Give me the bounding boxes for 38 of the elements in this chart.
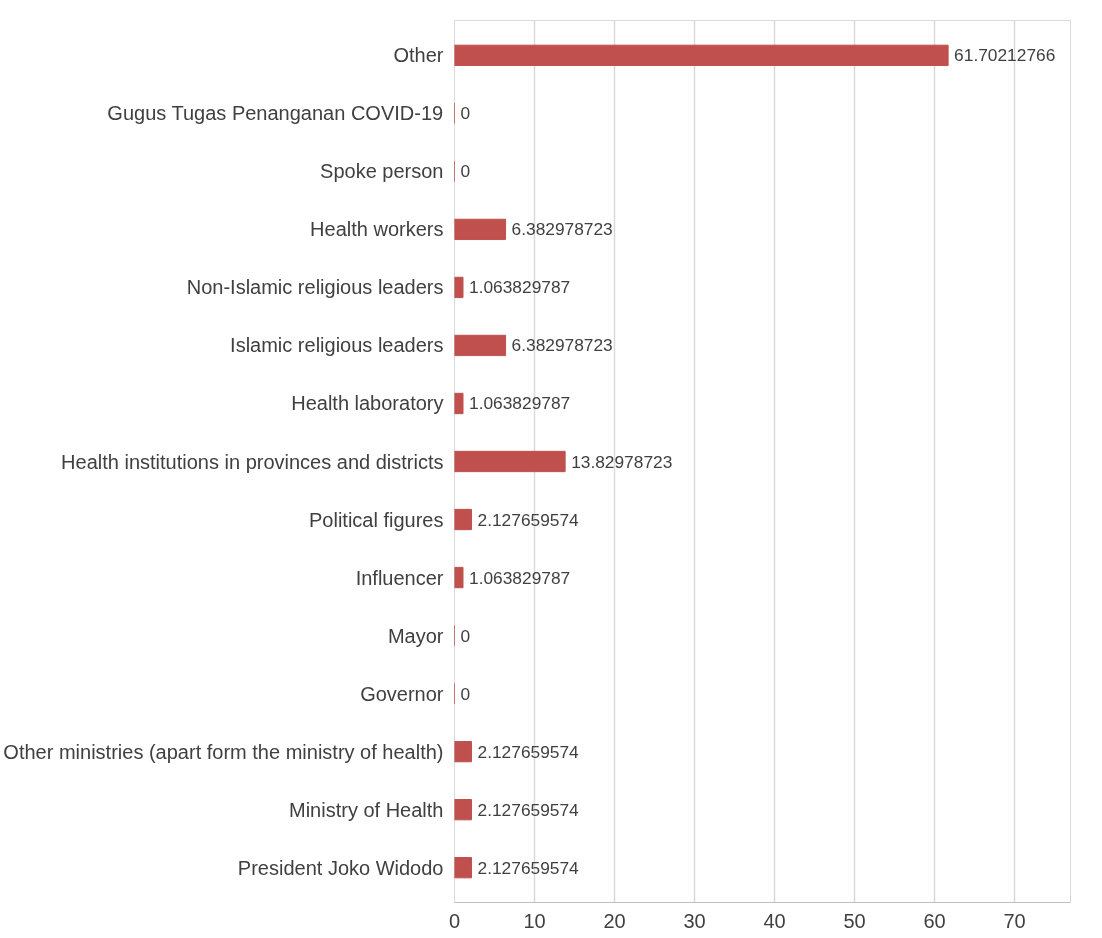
y-tick-label: Political figures (309, 508, 444, 531)
x-tick-label: 70 (1003, 909, 1026, 932)
data-label: 1.063829787 (469, 393, 571, 414)
data-label: 6.382978723 (511, 335, 613, 356)
y-tick-label: Mayor (387, 624, 444, 647)
y-tick-label: Other ministries (apart form the ministry of health) (3, 740, 444, 763)
data-label: 1.063829787 (469, 567, 571, 588)
x-tick-label: 10 (523, 909, 546, 932)
x-tick-label: 30 (683, 909, 706, 932)
y-tick-label: Ministry of Health (289, 798, 444, 821)
y-tick-label: Health workers (310, 218, 444, 241)
x-tick-label: 50 (843, 909, 866, 932)
data-label: 1.063829787 (469, 277, 571, 298)
data-label: 2.127659574 (477, 799, 580, 820)
y-tick-label: Spoke person (320, 160, 444, 183)
data-label: 2.127659574 (477, 509, 580, 530)
data-label: 6.382978723 (511, 219, 613, 240)
y-tick-label: Health institutions in provinces and districts (61, 450, 444, 473)
y-tick-label: Non-Islamic religious leaders (186, 276, 444, 299)
y-tick-label: Other (393, 44, 444, 67)
y-tick-label: President Joko Widodo (237, 856, 444, 879)
y-tick-label: Governor (360, 682, 444, 705)
y-tick-label: Influencer (355, 566, 444, 589)
data-label: 0 (460, 625, 471, 646)
y-tick-label: Health laboratory (291, 392, 444, 415)
y-tick-label: Islamic religious leaders (230, 334, 444, 357)
x-tick-label: 20 (603, 909, 626, 932)
y-tick-label: Gugus Tugas Penanganan COVID-19 (107, 102, 444, 125)
x-tick-label: 40 (763, 909, 786, 932)
data-label: 0 (460, 161, 471, 182)
data-label: 0 (460, 683, 471, 704)
data-label: 61.70212766 (954, 45, 1056, 66)
data-label: 13.82978723 (571, 451, 673, 472)
data-label: 2.127659574 (477, 741, 580, 762)
x-tick-label: 0 (448, 909, 461, 932)
data-label: 2.127659574 (477, 857, 580, 878)
x-tick-label: 60 (923, 909, 946, 932)
data-label: 0 (460, 103, 471, 124)
